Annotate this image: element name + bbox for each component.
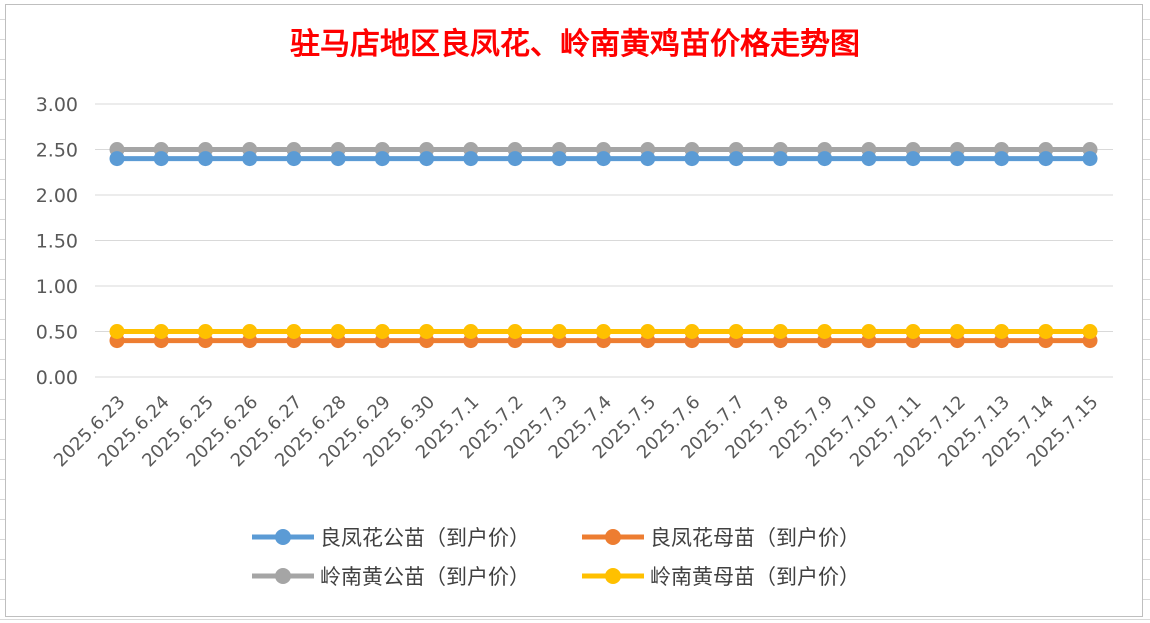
plot-area — [109, 142, 1098, 349]
data-point — [419, 151, 435, 167]
data-point — [507, 151, 523, 167]
data-point — [728, 151, 744, 167]
data-point — [596, 324, 611, 339]
data-point — [994, 151, 1010, 167]
data-point — [419, 324, 435, 339]
legend[interactable]: 良凤花公苗（到户价） 良凤花母苗（到户价） 岭南黄公苗（到户价） 岭南黄母苗（到户价） — [252, 526, 860, 589]
data-point — [684, 151, 700, 167]
data-point — [1038, 324, 1054, 339]
data-point — [1082, 324, 1098, 339]
series-0 — [109, 151, 1098, 167]
legend-entry[interactable]: 岭南黄母苗（到户价） — [582, 565, 860, 589]
data-point — [861, 324, 877, 339]
data-point — [374, 151, 390, 167]
data-point — [949, 324, 965, 339]
y-tick-label: 1.50 — [36, 231, 78, 253]
data-point — [817, 151, 833, 167]
legend-label: 岭南黄母苗（到户价） — [650, 565, 860, 589]
data-point — [463, 324, 479, 339]
data-point — [1038, 151, 1054, 167]
data-point — [153, 151, 169, 167]
data-point — [684, 324, 700, 339]
y-axis: 0.00 0.50 1.00 1.50 2.00 2.50 3.00 — [36, 94, 78, 389]
y-tick-label: 3.00 — [36, 94, 78, 116]
data-point — [109, 151, 125, 167]
chart-title: 驻马店地区良凤花、岭南黄鸡苗价格走势图 — [290, 27, 860, 62]
y-tick-label: 0.00 — [36, 367, 78, 389]
series-3 — [109, 324, 1098, 339]
y-tick-label: 2.50 — [36, 140, 78, 162]
data-point — [153, 324, 169, 339]
data-point — [728, 324, 744, 339]
data-point — [1082, 151, 1098, 167]
legend-label: 岭南黄公苗（到户价） — [320, 565, 530, 589]
data-point — [330, 324, 346, 339]
data-point — [994, 324, 1010, 339]
data-point — [551, 324, 567, 339]
data-point — [197, 151, 213, 167]
data-point — [286, 151, 302, 167]
legend-swatch-marker — [275, 529, 291, 545]
data-point — [596, 151, 611, 167]
data-point — [949, 151, 965, 167]
data-point — [772, 324, 788, 339]
legend-label: 良凤花公苗（到户价） — [320, 526, 530, 550]
legend-label: 良凤花母苗（到户价） — [650, 526, 860, 550]
data-point — [330, 151, 346, 167]
data-point — [905, 324, 921, 339]
data-point — [286, 324, 302, 339]
legend-swatch-marker — [605, 568, 621, 584]
chart-frame[interactable] — [5, 4, 1143, 617]
legend-swatch-marker — [605, 529, 621, 545]
data-point — [640, 151, 656, 167]
data-point — [640, 324, 656, 339]
y-tick-label: 0.50 — [36, 322, 78, 344]
x-axis: 2025.6.232025.6.242025.6.252025.6.262025… — [50, 392, 1103, 472]
data-point — [861, 151, 877, 167]
y-tick-label: 2.00 — [36, 185, 78, 207]
legend-entry[interactable]: 良凤花公苗（到户价） — [252, 526, 530, 550]
data-point — [463, 151, 479, 167]
legend-entry[interactable]: 岭南黄公苗（到户价） — [252, 565, 530, 589]
data-point — [109, 324, 125, 339]
legend-swatch-marker — [275, 568, 291, 584]
legend-entry[interactable]: 良凤花母苗（到户价） — [582, 526, 860, 550]
data-point — [817, 324, 833, 339]
data-point — [374, 324, 390, 339]
data-point — [772, 151, 788, 167]
data-point — [507, 324, 523, 339]
y-tick-label: 1.00 — [36, 276, 78, 298]
data-point — [242, 151, 258, 167]
data-point — [242, 324, 258, 339]
data-point — [905, 151, 921, 167]
data-point — [551, 151, 567, 167]
data-point — [197, 324, 213, 339]
